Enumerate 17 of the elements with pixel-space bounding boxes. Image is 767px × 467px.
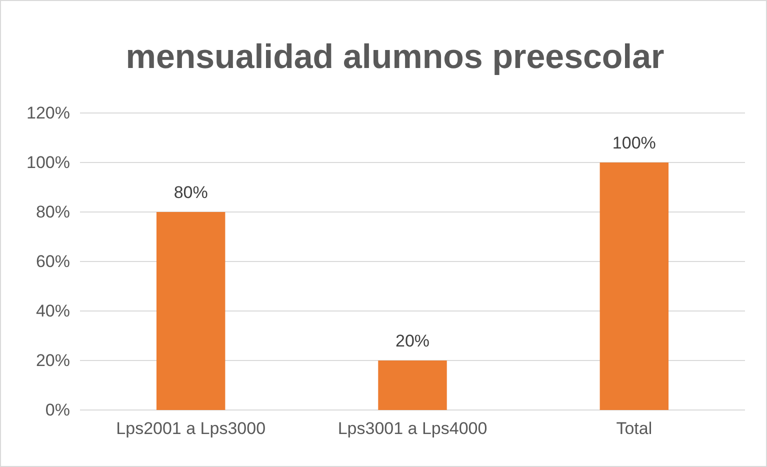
x-tick-label: Lps3001 a Lps4000 [338, 419, 488, 438]
y-tick-label: 100% [26, 152, 70, 172]
x-tick-label: Lps2001 a Lps3000 [116, 419, 266, 438]
bar [378, 360, 447, 410]
data-label: 100% [612, 134, 656, 152]
bar [600, 162, 669, 410]
y-tick-label: 40% [36, 301, 70, 320]
x-tick-label: Total [616, 419, 652, 438]
y-tick-label: 0% [45, 400, 70, 420]
data-label: 80% [174, 183, 208, 202]
y-tick-label: 20% [36, 350, 70, 370]
bar [156, 212, 226, 410]
y-tick-label: 80% [36, 202, 70, 222]
chart-title: mensualidad alumnos preescolar [126, 38, 664, 76]
y-tick-label: 120% [26, 103, 70, 122]
y-tick-label: 60% [36, 252, 70, 271]
data-label: 20% [395, 332, 430, 350]
